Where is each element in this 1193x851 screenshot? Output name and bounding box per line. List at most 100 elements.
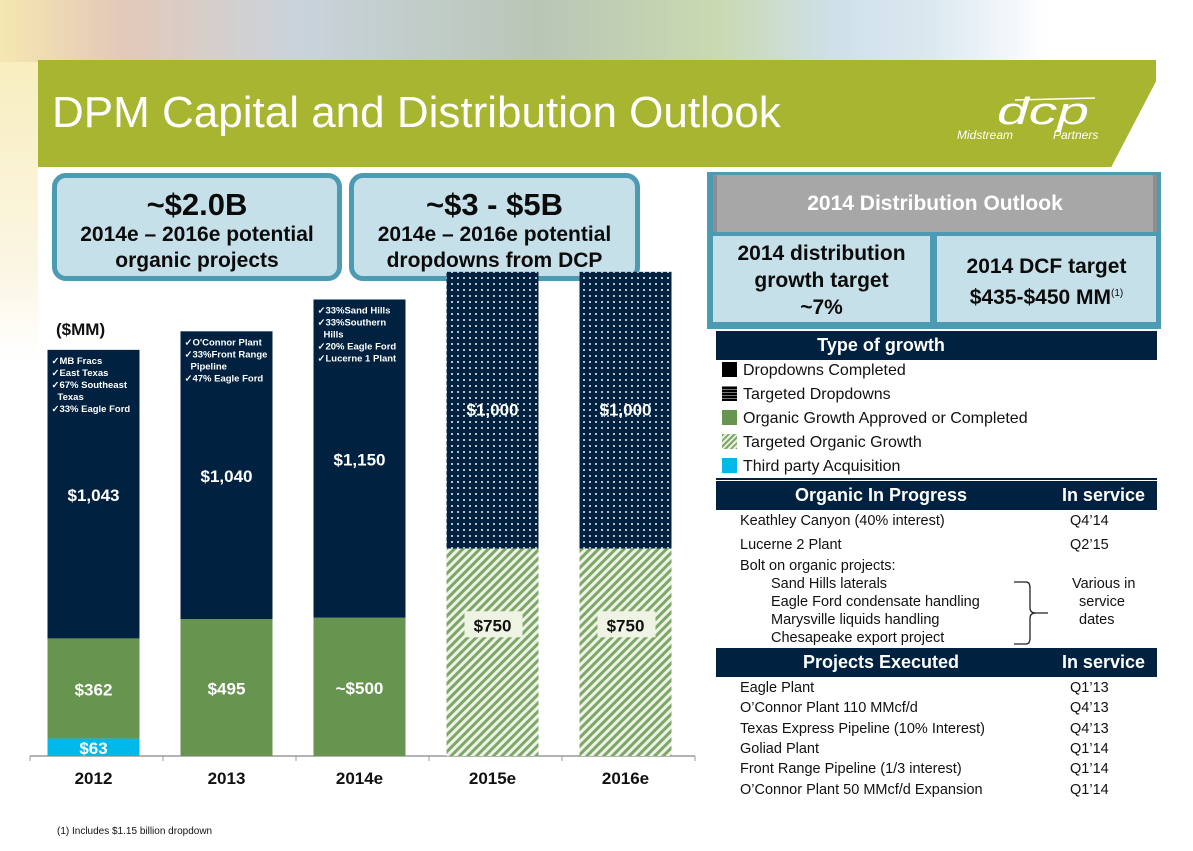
legend-item: Targeted Organic Growth [722, 433, 922, 453]
organic-row-name: Keathley Canyon (40% interest) [740, 513, 945, 529]
bolt-on-item: Chesapeake export project [771, 630, 945, 646]
title-band [38, 60, 1156, 167]
y-axis-unit-label: ($MM) [56, 320, 106, 339]
bar-segment [446, 271, 539, 549]
legend-item: Targeted Dropdowns [722, 385, 891, 405]
data-label: $1,000 [467, 401, 519, 420]
bolt-on-date: service [1079, 594, 1125, 610]
dcf-target: 2014 DCF target $435-$450 MM(1) [937, 236, 1156, 322]
data-label: $1,150 [334, 451, 386, 470]
legend-label: Dropdowns Completed [743, 362, 906, 379]
x-tick-label: 2014e [336, 769, 383, 788]
data-label: ~$500 [336, 679, 384, 698]
data-label-background [464, 611, 523, 638]
bar-note: ✓20% Eagle Ford [318, 342, 397, 353]
executed-row-name: Texas Express Pipeline (10% Interest) [740, 720, 985, 737]
bar-segment [313, 617, 406, 756]
executed-row-name: Eagle Plant [740, 680, 815, 696]
organic-in-progress-header: Organic In Progress In service [716, 481, 1157, 510]
bolt-on-item: Eagle Ford condensate handling [771, 594, 980, 610]
callout-line2: organic projects [115, 249, 279, 272]
executed-row-date: Q1’14 [1070, 740, 1109, 757]
bar-note: Texas [58, 392, 84, 403]
dcf-line2: $435-$450 MM [969, 286, 1111, 309]
bar-note: ✓Lucerne 1 Plant [318, 354, 398, 365]
legend-label: Targeted Organic Growth [743, 434, 922, 451]
bolt-on-item: Marysville liquids handling [771, 612, 940, 628]
solid-cyan-square-icon [722, 458, 737, 473]
legend-header: Type of growth [716, 331, 1157, 360]
bar-note: ✓33%Sand Hills [318, 306, 391, 317]
bar-segment [579, 548, 672, 756]
data-label: $1,043 [68, 486, 120, 505]
bar-note: ✓47% Eagle Ford [185, 373, 264, 384]
executed-row-date: Q4’13 [1070, 700, 1109, 717]
bar-note: ✓33% Eagle Ford [52, 404, 131, 415]
bar-segment [180, 619, 273, 756]
callout-line2: dropdowns from DCP [386, 249, 603, 272]
distribution-growth-target: 2014 distribution growth target ~7% [713, 236, 930, 322]
organic-row-date: Q4’14 [1070, 513, 1109, 529]
executed-row-name: Front Range Pipeline (1/3 interest) [740, 761, 962, 778]
organic-in-progress-title: Organic In Progress [794, 485, 968, 505]
executed-row-name: Goliad Plant [740, 740, 819, 757]
x-tick-label: 2016e [602, 769, 649, 788]
growth-line2: growth target [754, 269, 889, 292]
x-tick-label: 2015e [469, 769, 516, 788]
data-label: $750 [474, 616, 512, 635]
hatched-green-square-icon [722, 434, 737, 449]
capital-bar-chart: $63 $362 $1,043 2012 ✓MB Fracs✓East Texas✓67… [29, 271, 696, 788]
legend-item: Organic Growth Approved or Completed [722, 409, 1028, 429]
bar-segment [313, 299, 406, 618]
organic-row-date: Q2’15 [1070, 537, 1109, 553]
dotted-square-icon [722, 386, 737, 401]
projects-executed-col: In service [1061, 652, 1145, 672]
dcp-logo: dcp Midstream Partners [957, 92, 1098, 142]
distribution-outlook-title: 2014 Distribution Outlook [713, 175, 1157, 232]
bar-segment [579, 271, 672, 549]
bolt-on-label: Bolt on organic projects: [740, 558, 896, 574]
bar-note: Hills [324, 330, 344, 341]
projects-executed-header: Projects Executed In service [716, 648, 1157, 677]
organic-in-progress-col: In service [1061, 485, 1145, 505]
bolt-on-date: dates [1079, 612, 1115, 628]
legend-item: Third party Acquisition [722, 457, 900, 477]
organic-projects-callout: ~$2.0B 2014e – 2016e potential organic p… [52, 173, 342, 281]
executed-row-date: Q1’14 [1070, 761, 1109, 778]
executed-row-name: O’Connor Plant 50 MMcf/d Expansion [740, 781, 983, 798]
data-label: $63 [79, 739, 107, 758]
bar-note: ✓33%Front Range [185, 349, 268, 360]
page-title: DPM Capital and Distribution Outlook [52, 88, 781, 137]
data-label: $750 [607, 616, 645, 635]
growth-line3: ~7% [800, 296, 843, 319]
executed-row-date: Q1’14 [1070, 781, 1109, 798]
logo-sub-right: Partners [1053, 128, 1098, 142]
projects-executed-title: Projects Executed [802, 652, 960, 672]
executed-row-date: Q1’13 [1070, 680, 1109, 696]
solid-black-square-icon [722, 362, 737, 377]
bolt-on-date: Various in [1072, 576, 1136, 592]
executed-row-name: O’Connor Plant 110 MMcf/d [740, 700, 918, 717]
header-photo-background [0, 0, 1193, 62]
left-decor-strip [0, 62, 38, 362]
data-label: $495 [208, 680, 246, 699]
solid-green-square-icon [722, 410, 737, 425]
data-label: $1,040 [201, 467, 253, 486]
legend-item: Dropdowns Completed [722, 361, 906, 381]
bar-segment [47, 638, 140, 739]
growth-line1: 2014 distribution [737, 242, 906, 265]
bar-note: ✓O'Connor Plant [185, 337, 263, 348]
bar-segment [446, 548, 539, 756]
bar-note: Pipeline [191, 361, 227, 372]
data-label-background [597, 611, 656, 638]
data-label: $1,000 [600, 401, 652, 420]
callout-amount: ~$2.0B [146, 187, 248, 222]
legend-divider [716, 478, 1157, 480]
legend-title: Type of growth [817, 335, 945, 355]
x-tick-label: 2013 [208, 769, 246, 788]
executed-row-date: Q4’13 [1070, 720, 1109, 737]
callout-line1: 2014e – 2016e potential [377, 223, 612, 246]
callout-line1: 2014e – 2016e potential [80, 223, 314, 246]
logo-sub-left: Midstream [957, 128, 1013, 142]
legend-label: Third party Acquisition [743, 458, 901, 475]
